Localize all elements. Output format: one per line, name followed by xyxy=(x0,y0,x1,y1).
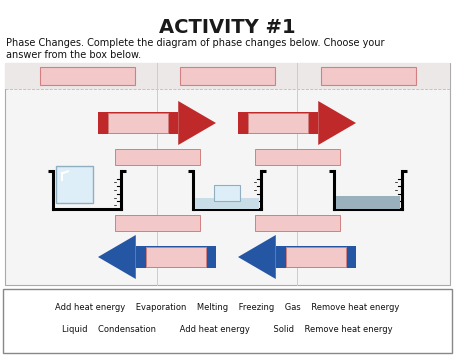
FancyBboxPatch shape xyxy=(5,63,450,89)
FancyBboxPatch shape xyxy=(180,67,274,85)
Text: answer from the box below.: answer from the box below. xyxy=(6,50,141,60)
Polygon shape xyxy=(238,235,276,279)
FancyBboxPatch shape xyxy=(136,246,216,268)
FancyBboxPatch shape xyxy=(214,185,240,201)
FancyBboxPatch shape xyxy=(108,113,168,133)
FancyBboxPatch shape xyxy=(320,67,415,85)
Polygon shape xyxy=(318,101,356,145)
Text: Liquid    Condensation         Add heat energy         Solid    Remove heat ener: Liquid Condensation Add heat energy Soli… xyxy=(62,325,393,334)
FancyBboxPatch shape xyxy=(3,289,452,353)
FancyBboxPatch shape xyxy=(336,196,400,209)
FancyBboxPatch shape xyxy=(115,149,199,165)
FancyBboxPatch shape xyxy=(254,215,339,231)
FancyBboxPatch shape xyxy=(276,246,356,268)
FancyBboxPatch shape xyxy=(5,63,450,285)
Polygon shape xyxy=(98,235,136,279)
Text: Phase Changes. Complete the diagram of phase changes below. Choose your: Phase Changes. Complete the diagram of p… xyxy=(6,38,384,48)
FancyBboxPatch shape xyxy=(286,247,346,267)
Polygon shape xyxy=(178,101,216,145)
Text: ACTIVITY #1: ACTIVITY #1 xyxy=(159,18,296,37)
FancyBboxPatch shape xyxy=(98,111,178,135)
FancyBboxPatch shape xyxy=(248,113,308,133)
FancyBboxPatch shape xyxy=(254,149,339,165)
FancyBboxPatch shape xyxy=(195,198,259,209)
FancyBboxPatch shape xyxy=(146,247,206,267)
Text: Add heat energy    Evaporation    Melting    Freezing    Gas    Remove heat ener: Add heat energy Evaporation Melting Free… xyxy=(56,303,399,312)
FancyBboxPatch shape xyxy=(40,67,135,85)
FancyBboxPatch shape xyxy=(56,166,93,203)
FancyBboxPatch shape xyxy=(115,215,199,231)
FancyBboxPatch shape xyxy=(238,111,318,135)
